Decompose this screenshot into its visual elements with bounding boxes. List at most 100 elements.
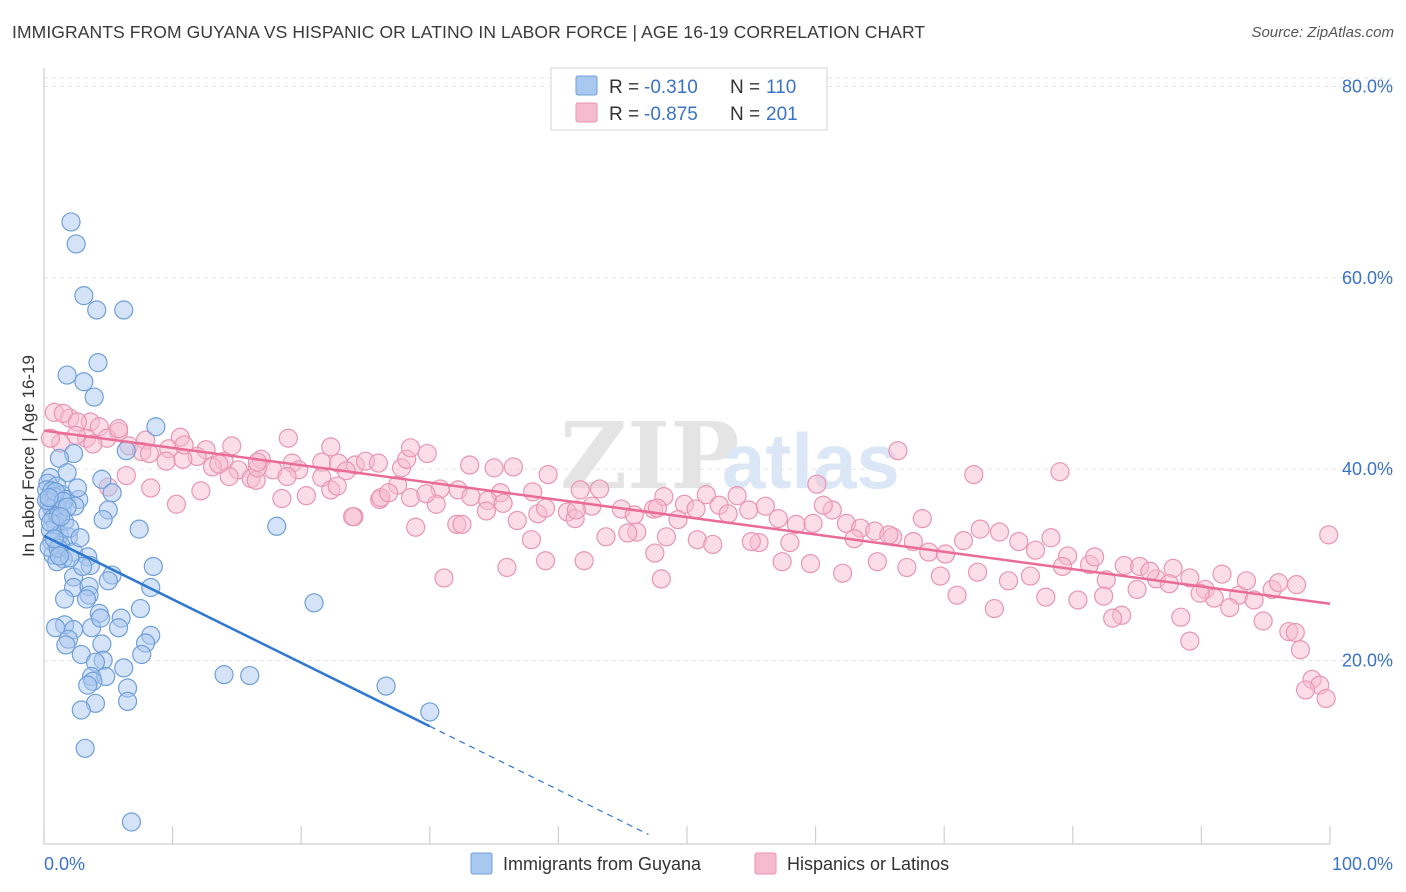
hispanics-point: [476, 501, 496, 521]
stats-legend: R = -0.310 N = 110 R = -0.875 N = 201: [550, 67, 828, 131]
y-tick-label: 60.0%: [1342, 268, 1393, 288]
trend-lines: [43, 429, 1331, 835]
y-axis-label: In Labor Force | Age 16-19: [19, 355, 38, 557]
hispanics-point: [116, 465, 136, 486]
hispanics-point: [1025, 540, 1046, 560]
stats-n-label-1: N =: [730, 77, 760, 98]
hispanics-point: [651, 569, 671, 589]
hispanics-point: [953, 531, 974, 551]
guyana-point: [78, 675, 98, 695]
hispanics-point: [497, 557, 517, 578]
hispanics-point: [1068, 590, 1088, 610]
hispanics-point: [521, 530, 541, 550]
legend-swatch-hispanics: [754, 852, 777, 875]
hispanics-point: [296, 486, 316, 506]
guyana-point: [146, 417, 166, 437]
hispanics-point: [493, 493, 513, 513]
guyana-point: [71, 700, 91, 720]
guyana-point: [214, 665, 234, 685]
guyana-point: [74, 372, 94, 392]
hispanics-point: [803, 513, 823, 534]
hispanics-point: [139, 443, 160, 464]
hispanics-point: [780, 532, 800, 553]
guyana-point: [66, 234, 86, 254]
hispanics-point: [209, 454, 229, 474]
guyana-point: [61, 212, 81, 232]
hispanics-point: [741, 531, 761, 552]
hispanics-point: [191, 481, 211, 501]
hispanics-point: [108, 419, 129, 439]
source-credit: Source: ZipAtlas.com: [1251, 24, 1394, 41]
guyana-point: [54, 589, 75, 609]
guyana-point: [108, 618, 129, 638]
hispanics-point: [452, 514, 472, 534]
hispanics-point: [1127, 579, 1147, 600]
hispanics-point: [984, 598, 1004, 619]
stats-r-value-1: -0.310: [644, 77, 698, 98]
guyana-point: [93, 509, 113, 530]
hispanics-point: [535, 551, 556, 571]
hispanics-point: [141, 478, 161, 498]
chart-title: IMMIGRANTS FROM GUYANA VS HISPANIC OR LA…: [12, 22, 926, 42]
hispanics-point: [1319, 525, 1339, 545]
guyana-point: [92, 469, 112, 489]
hispanics-point: [998, 571, 1019, 591]
hispanics-point: [156, 451, 176, 471]
hispanics-point: [1094, 586, 1114, 606]
hispanics-point: [989, 522, 1010, 542]
hispanics-point: [970, 519, 990, 539]
hispanics-point: [379, 483, 399, 503]
hispanics-point: [964, 464, 984, 485]
legend-label-hispanics: Hispanics or Latinos: [787, 854, 949, 874]
guyana-point: [116, 441, 136, 461]
x-tick-label-max: 100.0%: [1332, 854, 1393, 874]
hispanics-point: [919, 542, 939, 562]
hispanics-point: [618, 523, 638, 543]
guyana-point: [67, 478, 88, 498]
stats-n-label-2: N =: [730, 104, 760, 125]
hispanics-point: [1103, 608, 1123, 628]
hispanics-point: [879, 525, 899, 545]
hispanics-point: [656, 527, 677, 547]
guyana-point: [376, 676, 396, 696]
hispanics-point: [400, 438, 421, 458]
hispanics-point: [930, 566, 950, 586]
hispanics-point: [800, 553, 821, 574]
guyana-point: [57, 365, 77, 385]
hispanics-point: [53, 403, 73, 423]
hispanics-point: [247, 452, 268, 472]
stats-r-label-1: R =: [609, 77, 639, 98]
hispanics-point: [867, 552, 887, 572]
hispanics-point: [696, 485, 716, 505]
hispanics-point: [1171, 607, 1191, 627]
guyana-point: [267, 516, 287, 536]
y-axis-tick-labels: 20.0% 40.0% 60.0% 80.0%: [1342, 76, 1393, 670]
hispanics-point: [327, 476, 347, 496]
hispanics-point: [570, 480, 590, 500]
guyana-point: [49, 546, 70, 566]
hispanics-point: [947, 585, 967, 605]
hispanics-point: [535, 498, 556, 518]
hispanics-point: [1286, 575, 1307, 595]
y-tick-label: 80.0%: [1342, 76, 1393, 96]
hispanics-point: [888, 441, 908, 461]
hispanics-point: [507, 510, 527, 531]
guyana-point: [75, 738, 95, 758]
x-axis-ticks: [43, 826, 1331, 844]
guyana-point: [304, 593, 324, 613]
hispanics-point: [484, 458, 504, 478]
legend-swatch-guyana: [470, 852, 493, 875]
y-tick-label: 40.0%: [1342, 459, 1393, 479]
hispanics-point: [589, 479, 610, 499]
hispanics-point: [83, 434, 103, 454]
hispanics-point: [596, 527, 616, 547]
hispanics-point: [1244, 590, 1264, 610]
guyana-point: [114, 300, 134, 320]
hispanics-point: [1050, 462, 1070, 482]
guyana-point: [420, 702, 440, 722]
hispanics-point: [645, 543, 665, 563]
legend-label-guyana: Immigrants from Guyana: [503, 854, 702, 874]
stats-r-value-2: -0.875: [644, 104, 698, 125]
hispanics-point: [166, 494, 187, 514]
hispanics-point: [1020, 566, 1040, 586]
